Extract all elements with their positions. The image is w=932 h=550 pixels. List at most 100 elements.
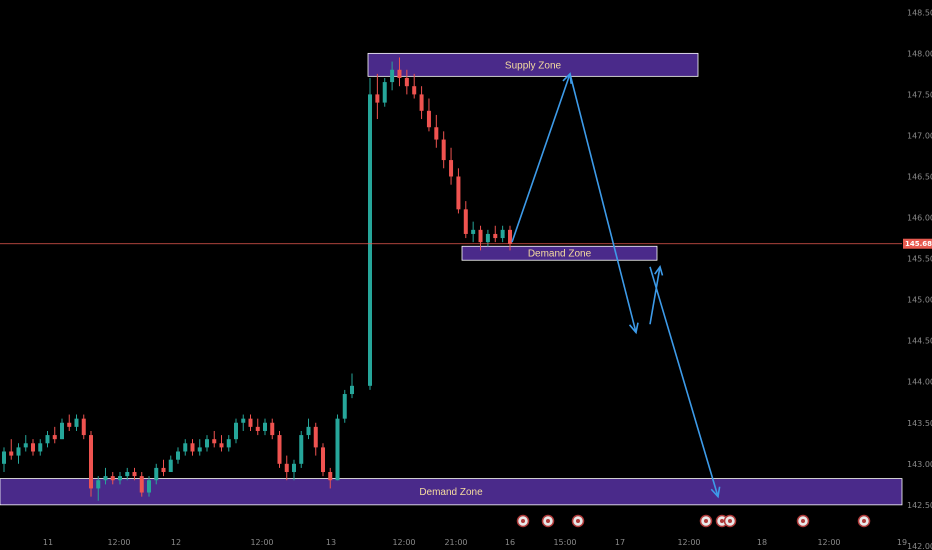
candle-body [500,229,505,239]
arrow-segment [569,73,637,333]
x-tick-label: 11 [43,538,53,547]
candle-body [419,94,424,111]
candle-body [292,463,296,473]
candle-body [456,176,461,210]
event-marker-dot [704,519,708,523]
candle-body [412,86,417,95]
candle-body [255,426,260,431]
x-tick-label: 12:00 [392,538,415,547]
y-tick-label: 142.500 [907,501,932,510]
candle-body [139,476,144,493]
x-tick-label: 12:00 [107,538,130,547]
candle-body [81,418,86,436]
candle-body [118,476,122,481]
event-marker-dot [576,519,580,523]
candle-body [463,209,468,234]
candle-body [2,451,6,464]
candle-body [212,439,217,444]
x-tick-label: 16 [505,538,515,547]
x-tick-label: 17 [615,538,625,547]
candle-body [508,229,512,244]
candle-body [277,435,282,464]
candle-body [493,233,498,239]
candle-body [478,229,483,243]
candle-body [219,443,224,448]
arrow-segment [649,266,719,497]
candle-body [168,459,173,473]
y-tick-label: 143.000 [907,460,932,469]
candle-body [270,422,275,436]
x-tick-label: 12:00 [677,538,700,547]
x-tick-label: 12:00 [250,538,273,547]
x-tick-label: 21:00 [444,538,467,547]
candle-body [375,94,380,103]
y-tick-label: 145.500 [907,255,932,264]
candle-body [226,439,231,448]
candle-body [190,443,195,452]
candle-body [313,426,318,448]
zone-2 [461,245,658,261]
event-marker-dot [862,519,866,523]
candle-body [154,467,159,481]
event-marker-dot [801,519,805,523]
candle-body [441,139,446,161]
current-price-tag: 145.681 [903,238,932,249]
candle-body [335,418,340,481]
candle-body [103,476,108,481]
y-tick-label: 148.500 [907,8,932,17]
x-tick-label: 19 [897,538,907,547]
y-tick-label: 144.000 [907,378,932,387]
candle-body [434,127,439,140]
event-marker-dot [728,519,732,523]
candle-body [248,418,253,427]
candle-body [485,233,490,243]
x-tick-label: 13 [326,538,336,547]
x-axis: 11 12:00 12 12:00 13 12:00 21:00 16 15:00 17 12:00… [43,538,907,547]
y-tick-label: 142.000 [907,542,932,550]
candle-body [183,443,188,452]
candle-body [306,426,311,436]
y-tick-label: 143.500 [907,419,932,428]
candle-body [197,447,202,452]
y-tick-label: 145.000 [907,296,932,305]
y-tick-label: 147.500 [907,90,932,99]
zone-label-1: Supply Zone [505,60,562,71]
candle-body [350,385,354,395]
x-tick-label: 12:00 [817,538,840,547]
candle-body [161,467,166,473]
projection-arrows [511,72,721,499]
candle-body [16,447,21,456]
candle-body [9,451,14,456]
y-tick-label: 144.500 [907,337,932,346]
candle-body [342,394,347,419]
candle-body [241,418,246,423]
candle-body [426,110,431,128]
arrowhead [628,322,639,335]
candle-body [404,77,409,87]
candle-body [147,480,151,493]
candle-body [205,439,209,448]
y-tick-label: 147.000 [907,131,932,140]
candle-body [397,69,402,78]
candle-body [390,69,395,83]
event-marker-dot [546,519,550,523]
zone-labels-layer: Supply Zone Demand Zone Demand Zone [419,60,591,498]
candle-body [67,422,72,427]
zone-label-3: Demand Zone [419,487,483,498]
candle-body [284,463,289,473]
candle-body [125,472,130,477]
candle-body [45,435,50,444]
y-tick-label: 146.000 [907,214,932,223]
candle-body [299,435,304,464]
candle-body [471,229,476,234]
event-markers [516,514,871,528]
arrow-segment [649,266,661,325]
candle-body [52,435,57,440]
candle-body [176,451,180,460]
candle-body [263,422,267,431]
y-tick-label: 146.500 [907,172,932,181]
candle-body [132,472,137,477]
event-marker-dot [521,519,525,523]
